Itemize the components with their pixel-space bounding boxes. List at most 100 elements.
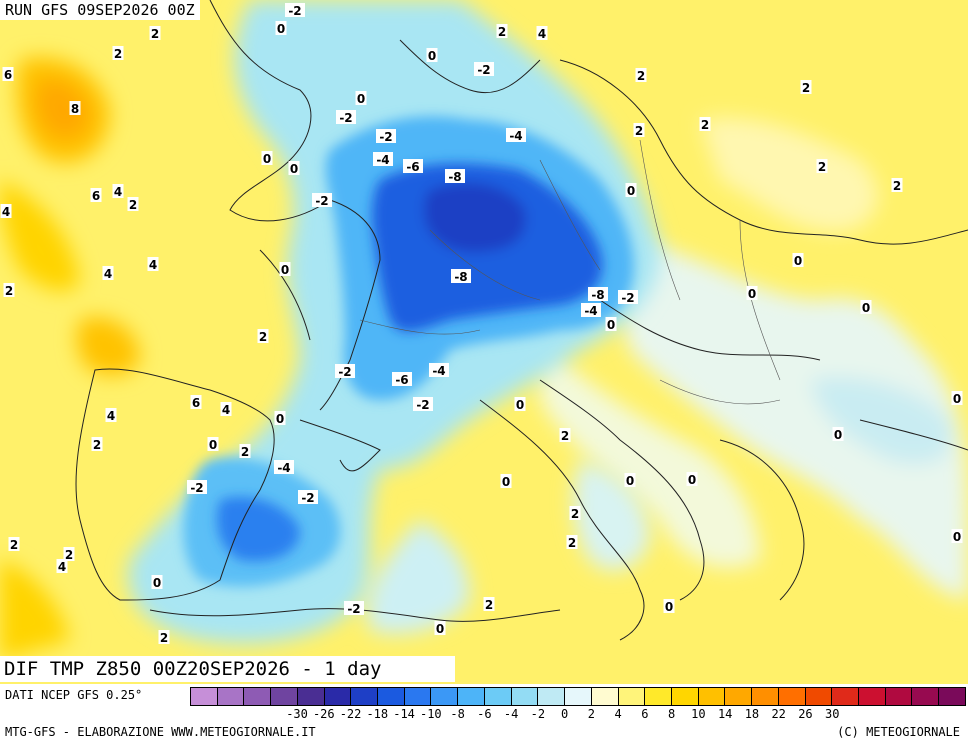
isoline-value-label: 2	[483, 597, 495, 612]
legend-swatch	[511, 688, 539, 705]
isoline-value-label: -4	[373, 152, 393, 167]
svg-text:2: 2	[568, 536, 576, 550]
svg-text:6: 6	[4, 68, 12, 82]
isoline-value-label: 0	[274, 411, 286, 426]
isoline-value-label: 6	[90, 188, 102, 203]
svg-text:2: 2	[818, 160, 826, 174]
svg-text:-8: -8	[454, 270, 467, 284]
legend-swatch	[591, 688, 619, 705]
legend-swatch	[832, 688, 859, 705]
svg-text:0: 0	[357, 92, 365, 106]
isoline-value-label: 2	[63, 547, 75, 562]
svg-text:0: 0	[209, 438, 217, 452]
svg-text:0: 0	[436, 622, 444, 636]
legend-swatch	[698, 688, 726, 705]
isoline-value-label: 2	[496, 24, 508, 39]
legend-swatch	[191, 688, 218, 705]
isoline-value-label: 2	[127, 197, 139, 212]
legend-tick-label: -18	[366, 707, 389, 721]
isoline-value-label: 0	[426, 48, 438, 63]
svg-text:-4: -4	[432, 364, 445, 378]
svg-text:0: 0	[834, 428, 842, 442]
svg-text:0: 0	[688, 473, 696, 487]
isoline-value-label: 2	[158, 630, 170, 645]
svg-text:0: 0	[626, 474, 634, 488]
svg-text:2: 2	[259, 330, 267, 344]
isoline-value-label: 0	[207, 437, 219, 452]
svg-text:0: 0	[665, 600, 673, 614]
isoline-value-label: -2	[413, 397, 433, 412]
svg-text:0: 0	[953, 392, 961, 406]
legend-swatch	[431, 688, 459, 705]
legend-tick-label: 2	[587, 707, 595, 721]
isoline-value-label: 0	[514, 397, 526, 412]
isoline-value-label: -2	[312, 193, 332, 208]
svg-text:2: 2	[498, 25, 506, 39]
svg-text:2: 2	[65, 548, 73, 562]
legend-swatch	[858, 688, 886, 705]
svg-text:0: 0	[953, 530, 961, 544]
isoline-value-label: 0	[951, 391, 963, 406]
isoline-value-label: -6	[392, 372, 412, 387]
isoline-value-label: -2	[285, 3, 305, 18]
svg-text:-2: -2	[301, 491, 314, 505]
isoline-value-label: 0	[261, 151, 273, 166]
isoline-value-label: 0	[624, 473, 636, 488]
isoline-value-label: 4	[0, 204, 12, 219]
isoline-value-label: -2	[344, 601, 364, 616]
svg-text:0: 0	[516, 398, 524, 412]
field-warm-spots	[0, 57, 140, 660]
legend-tick-label: -6	[477, 707, 492, 721]
svg-text:4: 4	[104, 267, 112, 281]
svg-text:4: 4	[2, 205, 10, 219]
isoline-value-label: -6	[403, 159, 423, 174]
svg-text:2: 2	[5, 284, 13, 298]
legend-swatch	[324, 688, 352, 705]
svg-text:0: 0	[794, 254, 802, 268]
isoline-value-label: 0	[746, 286, 758, 301]
svg-text:0: 0	[153, 576, 161, 590]
isoline-value-label: 2	[149, 26, 161, 41]
legend-tick-label: 4	[614, 707, 622, 721]
isoline-value-label: 2	[566, 535, 578, 550]
svg-text:0: 0	[276, 412, 284, 426]
map-title: DIF TMP Z850 00Z20SEP2026 - 1 day	[0, 656, 455, 682]
legend-swatch	[271, 688, 298, 705]
svg-text:2: 2	[701, 118, 709, 132]
svg-text:-2: -2	[477, 63, 490, 77]
svg-text:4: 4	[107, 409, 115, 423]
svg-text:-6: -6	[406, 160, 419, 174]
isoline-value-label: 4	[105, 408, 117, 423]
legend-swatch	[484, 688, 512, 705]
svg-text:-2: -2	[416, 398, 429, 412]
svg-text:-2: -2	[339, 111, 352, 125]
svg-text:2: 2	[151, 27, 159, 41]
legend-swatch	[752, 688, 779, 705]
isoline-value-label: -4	[506, 128, 526, 143]
legend-tick-label: -30	[286, 707, 308, 721]
legend-swatch	[671, 688, 699, 705]
isoline-value-label: 0	[625, 183, 637, 198]
svg-text:-2: -2	[315, 194, 328, 208]
isoline-value-label: -2	[376, 129, 396, 144]
isoline-value-label: 4	[220, 402, 232, 417]
svg-text:-2: -2	[338, 365, 351, 379]
svg-text:2: 2	[637, 69, 645, 83]
isoline-value-label: -2	[187, 480, 207, 495]
svg-text:2: 2	[893, 179, 901, 193]
svg-text:0: 0	[627, 184, 635, 198]
isoline-value-label: 6	[190, 395, 202, 410]
legend-tick-label: 0	[560, 707, 569, 721]
legend-swatch	[351, 688, 379, 705]
legend-swatch	[538, 688, 566, 705]
svg-text:0: 0	[748, 287, 756, 301]
isoline-value-label: 4	[147, 257, 159, 272]
legend-tick-label: -26	[312, 707, 335, 721]
isoline-value-label: 0	[434, 621, 446, 636]
svg-text:6: 6	[192, 396, 200, 410]
svg-text:-2: -2	[379, 130, 392, 144]
svg-text:0: 0	[502, 475, 510, 489]
footer: DATI NCEP GFS 0.25° -30 -26 -22 -18 -14 -10 -8…	[0, 684, 968, 745]
isoline-value-label: 6	[2, 67, 14, 82]
